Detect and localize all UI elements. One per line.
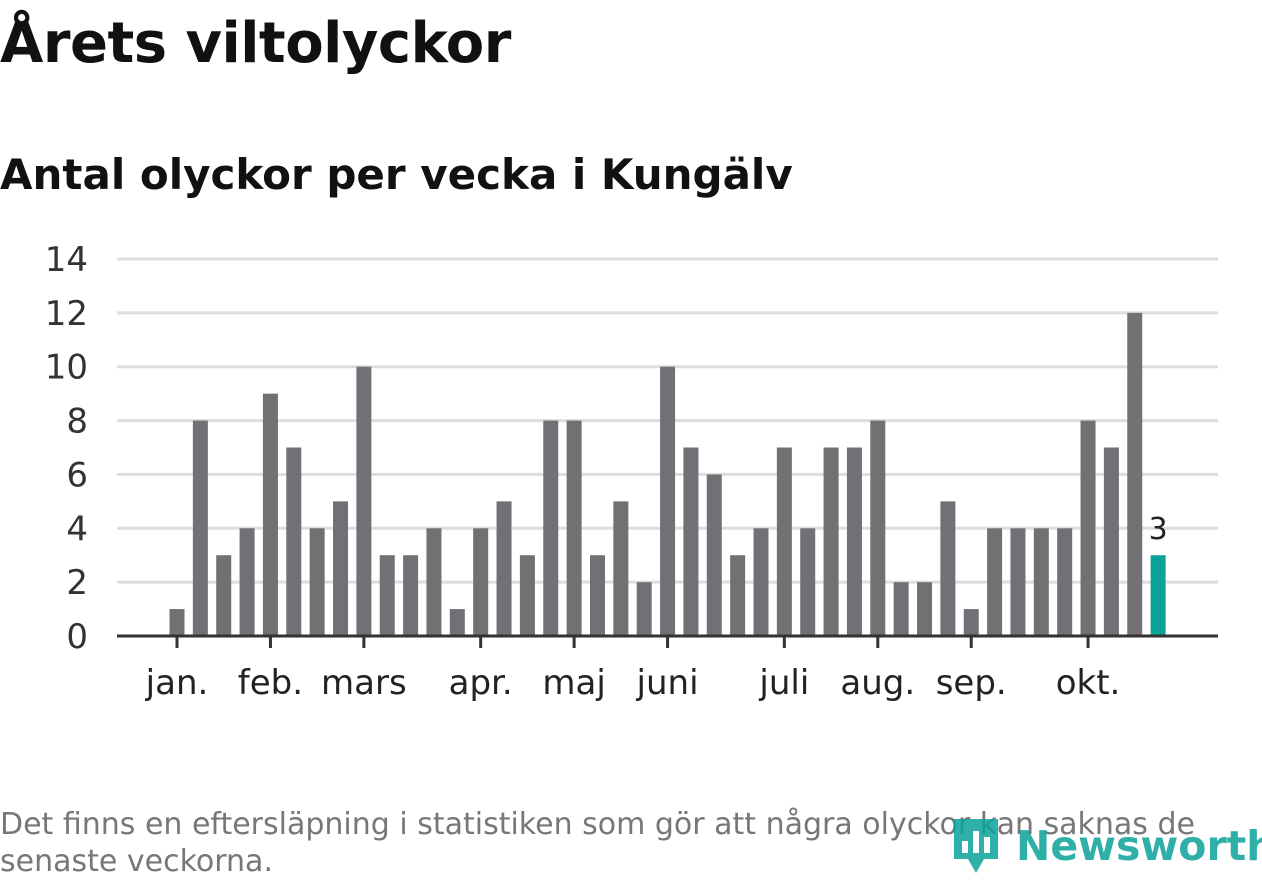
bar [1033, 528, 1049, 636]
bar [496, 501, 512, 636]
bar [449, 609, 465, 636]
bar [800, 528, 816, 636]
x-tick-label: maj [542, 663, 605, 703]
bar [473, 528, 489, 636]
bar [379, 555, 395, 636]
bar [1127, 312, 1143, 636]
bar [543, 420, 559, 636]
y-tick-label: 4 [66, 509, 88, 549]
x-tick-label: aug. [840, 663, 915, 703]
bar [636, 582, 652, 636]
x-tick-label: feb. [238, 663, 303, 703]
bar [566, 420, 582, 636]
chart-subtitle: Antal olyckor per vecka i Kungälv [0, 150, 793, 199]
bar [753, 528, 769, 636]
bar [356, 366, 372, 636]
y-tick-label: 2 [66, 563, 88, 603]
bar [169, 609, 185, 636]
y-tick-label: 0 [66, 617, 88, 657]
x-tick-label: mars [321, 663, 407, 703]
bar [286, 447, 302, 636]
x-tick-label: juli [758, 663, 809, 703]
data-label: 3 [1149, 512, 1168, 547]
bar [333, 501, 349, 636]
bar [917, 582, 933, 636]
bar [192, 420, 208, 636]
bar [963, 609, 979, 636]
bar [987, 528, 1003, 636]
bar [1010, 528, 1026, 636]
bar [730, 555, 746, 636]
x-tick-label: juni [636, 663, 699, 703]
chart-title: Årets viltolyckor [0, 11, 511, 76]
y-tick-label: 14 [45, 240, 88, 280]
x-tick-label: apr. [449, 663, 513, 703]
data-labels: 3 [1149, 512, 1168, 547]
bar [216, 555, 232, 636]
bar [940, 501, 956, 636]
bar [239, 528, 255, 636]
bar [403, 555, 419, 636]
bar [706, 474, 722, 636]
bar [1057, 528, 1073, 636]
bar [589, 555, 605, 636]
bar [426, 528, 442, 636]
y-tick-label: 12 [45, 294, 88, 334]
bar [1103, 447, 1119, 636]
x-axis: jan. feb. mars apr. maj juni juli aug. sep. okt. [117, 634, 1218, 703]
y-tick-label: 6 [66, 455, 88, 495]
bar [893, 582, 909, 636]
bar [776, 447, 792, 636]
bar [309, 528, 325, 636]
bar [262, 393, 278, 636]
bar [1080, 420, 1096, 636]
bar [613, 501, 629, 636]
bar [870, 420, 886, 636]
x-tick-label: jan. [145, 663, 209, 703]
brand-name: Newsworthy [1016, 822, 1262, 870]
x-tick-label: sep. [936, 663, 1007, 703]
bar [519, 555, 535, 636]
x-tick-label: okt. [1056, 663, 1121, 703]
bar [683, 447, 699, 636]
y-axis-ticks: 0 2 4 6 8 10 12 14 [45, 240, 88, 657]
brand-logo[interactable]: Newsworthy [950, 815, 1262, 877]
bar [660, 366, 676, 636]
bar-chart: 0 2 4 6 8 10 12 14 jan. feb. mars apr. maj juni juli a… [45, 240, 1218, 703]
y-tick-label: 10 [45, 348, 88, 388]
y-tick-label: 8 [66, 402, 88, 442]
bar [846, 447, 862, 636]
bar [823, 447, 839, 636]
bars [169, 312, 1166, 636]
bar-latest-week [1150, 555, 1166, 636]
newsworthy-logo-icon [954, 819, 998, 873]
